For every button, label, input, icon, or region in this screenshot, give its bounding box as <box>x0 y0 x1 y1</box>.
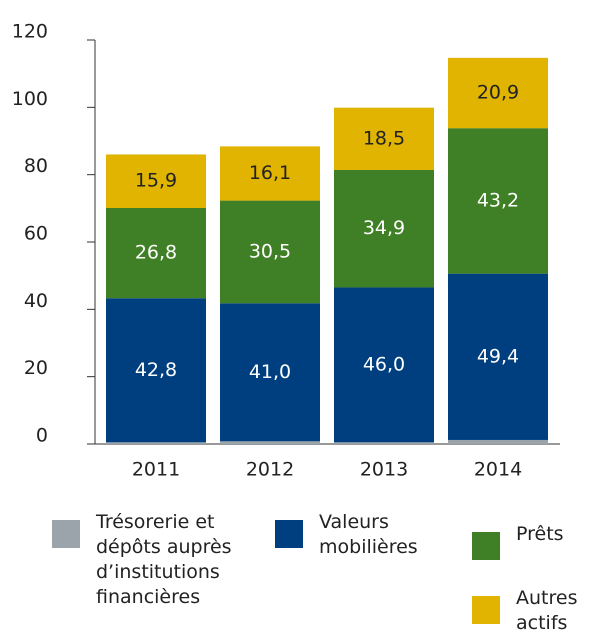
data-label: 43,2 <box>477 189 519 211</box>
data-label: 30,5 <box>249 240 291 262</box>
legend-item: Prêts <box>472 522 589 560</box>
y-tick-label: 100 <box>12 88 48 110</box>
bar-segment <box>106 442 206 444</box>
bar-segment <box>448 273 548 440</box>
bar-segment <box>448 57 548 129</box>
bar-segment <box>220 146 320 201</box>
legend-swatch <box>472 596 500 624</box>
y-tick-label: 40 <box>24 290 48 312</box>
data-label: 46,0 <box>363 353 405 375</box>
legend-item: Autres actifs <box>472 586 589 636</box>
bar-segment <box>334 442 434 444</box>
legend-swatch <box>275 520 303 548</box>
legend-swatch <box>52 520 80 548</box>
bar-segment <box>220 441 320 444</box>
legend-label: Prêts <box>516 523 564 545</box>
y-tick-label: 80 <box>24 155 48 177</box>
data-label: 20,9 <box>477 82 519 104</box>
bar-segment <box>334 169 434 288</box>
data-label: 41,0 <box>249 361 291 383</box>
data-label: 16,1 <box>249 162 291 184</box>
x-tick-label: 2013 <box>360 459 408 481</box>
bar-segment <box>106 207 206 299</box>
bar-segment <box>448 128 548 274</box>
data-label: 26,8 <box>135 242 177 264</box>
data-label: 42,8 <box>135 359 177 381</box>
bar-segment <box>334 287 434 443</box>
data-label: 49,4 <box>477 345 519 367</box>
chart: 02040608010012020110,542,826,815,920120,… <box>12 21 560 481</box>
bar-segment <box>220 200 320 304</box>
x-tick-label: 2012 <box>246 459 294 481</box>
bar-segment <box>220 303 320 442</box>
legend-label: Valeurs mobilières <box>319 511 418 558</box>
bar-segment <box>106 298 206 443</box>
y-tick-label: 60 <box>24 223 48 245</box>
bar-segment <box>334 107 434 170</box>
legend-item: Trésorerie et dépôts auprès d’institutio… <box>52 510 256 610</box>
data-label: 18,5 <box>363 127 405 149</box>
x-tick-label: 2011 <box>132 459 180 481</box>
legend-label: Trésorerie et dépôts auprès d’institutio… <box>96 511 232 608</box>
bar-segment <box>448 439 548 444</box>
legend-label: Autres actifs <box>516 587 578 634</box>
data-label: 34,9 <box>363 217 405 239</box>
y-tick-label: 20 <box>24 357 48 379</box>
legend-item: Valeurs mobilières <box>275 510 439 560</box>
y-tick-label: 120 <box>12 21 48 43</box>
x-tick-label: 2014 <box>474 459 522 481</box>
bar-segment <box>106 154 206 208</box>
legend-swatch <box>472 532 500 560</box>
data-label: 15,9 <box>135 170 177 192</box>
y-tick-label: 0 <box>36 425 48 447</box>
